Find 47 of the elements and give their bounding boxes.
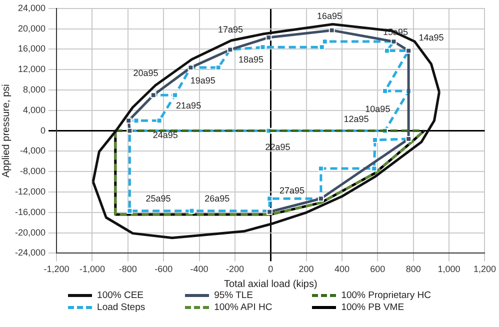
y-tick-label: 4,000 [22, 104, 46, 115]
annotation: 12a95 [344, 114, 369, 124]
annotation: 25a95 [146, 194, 171, 204]
legend-label: 100% Proprietary HC [341, 290, 431, 301]
x-tick-label: 0 [268, 264, 274, 274]
x-tick-label: 200 [298, 264, 314, 274]
x-tick-label: -1,200 [44, 264, 70, 274]
annotation: 26a95 [204, 194, 230, 204]
annotation: 16a95 [316, 11, 342, 22]
legend-label: 100% PB VME [341, 302, 404, 313]
legend-label: Load Steps [97, 302, 146, 313]
y-tick-label: 16,000 [18, 44, 46, 54]
legend-label: 100% CEE [97, 290, 144, 301]
y-tick-label: 20,000 [18, 23, 46, 34]
annotation: 17a95 [218, 24, 243, 34]
y-tick-label: 0 [40, 125, 46, 136]
y-tick-label: 24,000 [18, 2, 46, 13]
legend-label: 100% API HC [214, 302, 272, 313]
annotation: 10a95 [365, 104, 390, 114]
x-axis-title: Total axial load (kips) [224, 278, 318, 290]
annotation: 21a95 [176, 100, 202, 110]
annotation: 27a95 [280, 185, 305, 196]
y-tick-label: 12,000 [18, 64, 46, 74]
x-tick-label: 400 [334, 264, 350, 274]
y-tick-label: -24,000 [14, 248, 46, 258]
x-tick-label: -800 [118, 264, 137, 274]
y-tick-label: -12,000 [14, 186, 46, 196]
annotation: 18a95 [238, 54, 264, 64]
y-tick-label: -16,000 [14, 206, 46, 217]
x-tick-label: -1,000 [79, 264, 105, 274]
annotation: 24a95 [152, 130, 178, 140]
x-tick-label: 1,200 [473, 264, 496, 274]
y-axis-title: Applied pressure, psi [0, 84, 12, 178]
x-tick-label: 1,000 [438, 264, 460, 274]
x-tick-label: 800 [406, 264, 421, 274]
legend-label: 95% TLE [214, 290, 254, 301]
annotation: 19a95 [190, 75, 216, 86]
y-tick-label: -8,000 [20, 166, 46, 176]
x-tick-label: -400 [190, 264, 208, 274]
x-tick-label: 600 [370, 264, 386, 274]
x-tick-label: -200 [226, 264, 244, 274]
annotation: 20a95 [133, 68, 158, 78]
y-tick-label: 8,000 [22, 84, 46, 94]
x-tick-label: -600 [154, 264, 173, 274]
y-tick-label: -20,000 [14, 227, 46, 238]
annotation: 14a95 [418, 32, 444, 42]
y-tick-label: -4,000 [20, 146, 46, 156]
